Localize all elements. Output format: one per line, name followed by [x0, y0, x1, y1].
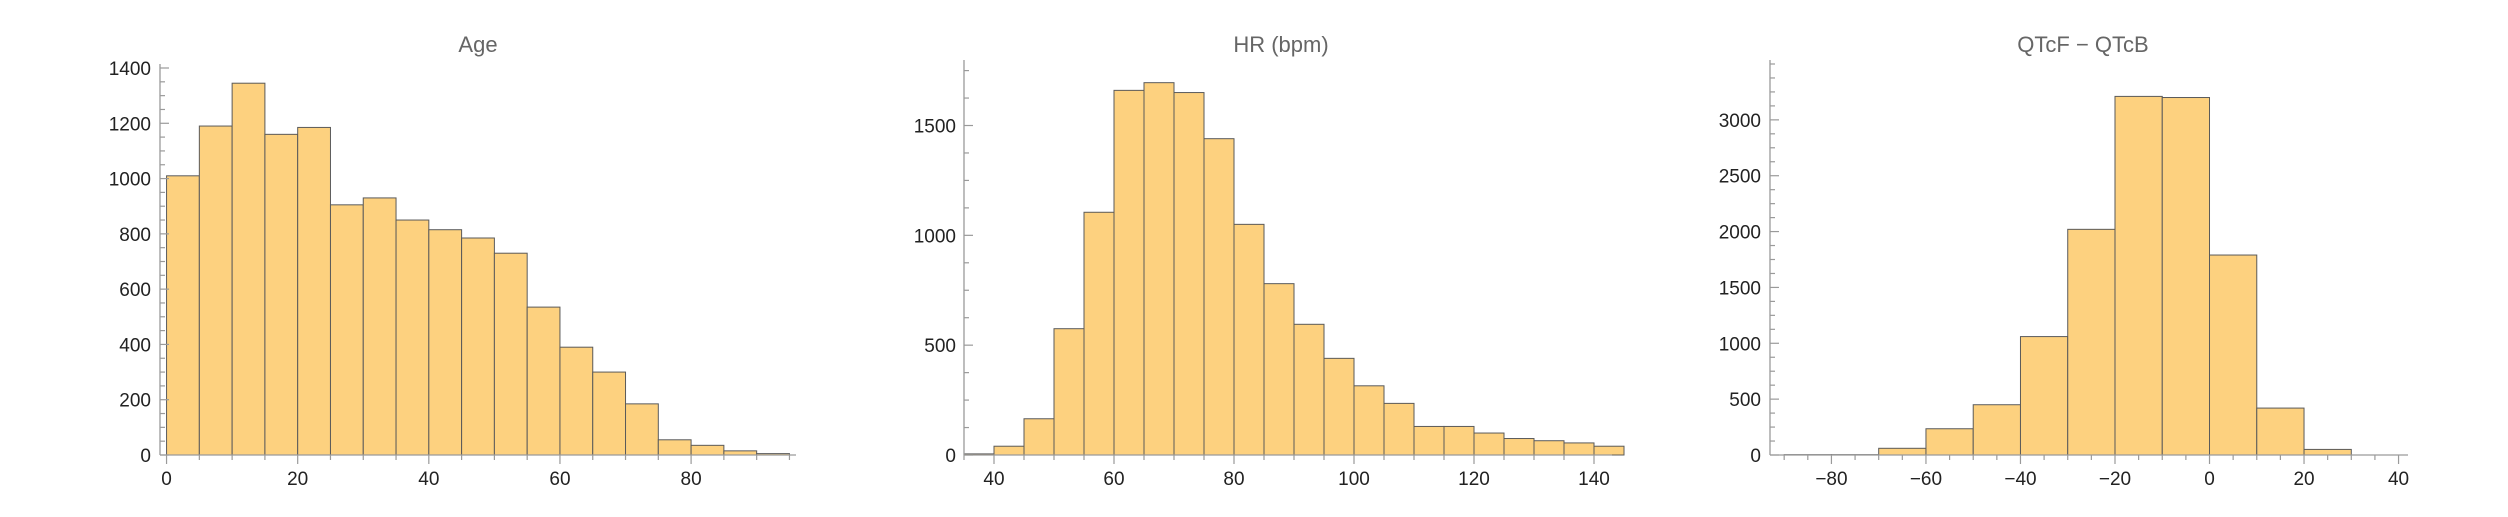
- hr-bar-3: [1054, 329, 1084, 455]
- qtc-diff-bar-4: [1973, 405, 2020, 455]
- qtc-diff-x-tick-label-3: −20: [2099, 469, 2131, 490]
- hr-bar-9: [1234, 224, 1264, 455]
- qtc-diff-y-tick-label-6: 3000: [1719, 111, 1761, 132]
- age-bar-13: [593, 372, 626, 455]
- age-bar-7: [396, 220, 429, 455]
- qtc-diff-y-tick-label-1: 500: [1729, 390, 1761, 411]
- hr-chart-title: HR (bpm): [1233, 32, 1328, 57]
- qtc-diff-histogram-panel: QTcF − QTcB −80 −60 −40 −20 0 20 40 0 500 1000 150…: [1719, 32, 2409, 490]
- age-bar-3: [265, 134, 298, 455]
- hr-bar-6: [1144, 83, 1174, 455]
- age-bar-11: [527, 307, 560, 455]
- age-bar-16: [691, 445, 724, 455]
- qtc-diff-bar-10: [2257, 408, 2304, 455]
- qtc-diff-x-tick-label-5: 20: [2293, 469, 2314, 490]
- age-x-tick-label-3: 60: [549, 469, 570, 490]
- qtc-diff-x-tick-label-1: −60: [1910, 469, 1942, 490]
- qtc-diff-bar-7: [2115, 96, 2162, 455]
- hr-y-tick-label-1: 500: [924, 336, 956, 357]
- hr-x-tick-label-0: 40: [983, 469, 1004, 490]
- age-y-tick-label-3: 600: [119, 280, 151, 301]
- hr-x-tick-label-4: 120: [1458, 469, 1490, 490]
- hr-bar-15: [1414, 426, 1444, 455]
- hr-bar-4: [1084, 212, 1114, 455]
- age-bar-6: [363, 198, 396, 455]
- qtc-diff-x-tick-label-4: 0: [2204, 469, 2215, 490]
- hr-bar-8: [1204, 139, 1234, 455]
- qtc-diff-x-tick-label-2: −40: [2004, 469, 2036, 490]
- hr-x-tick-label-2: 80: [1223, 469, 1244, 490]
- age-y-tick-label-5: 1000: [109, 170, 151, 191]
- age-bar-2: [232, 83, 265, 455]
- qtc-diff-y-tick-label-3: 1500: [1719, 278, 1761, 299]
- age-x-tick-label-1: 20: [287, 469, 308, 490]
- qtc-diff-bar-8: [2162, 98, 2209, 455]
- age-x-tick-label-4: 80: [681, 469, 702, 490]
- age-bar-9: [462, 238, 495, 455]
- qtc-diff-bar-11: [2304, 449, 2351, 455]
- hr-bar-16: [1444, 426, 1474, 455]
- hr-bar-20: [1564, 443, 1594, 455]
- age-bar-14: [626, 404, 659, 455]
- qtc-diff-bar-3: [1926, 429, 1973, 455]
- hr-y-tick-label-2: 1000: [914, 226, 956, 247]
- qtc-diff-y-tick-label-0: 0: [1750, 446, 1761, 467]
- hr-bar-14: [1384, 403, 1414, 455]
- hr-bar-1: [994, 446, 1024, 455]
- hr-bar-2: [1024, 419, 1054, 455]
- qtc-diff-bar-5: [2020, 337, 2067, 455]
- age-y-tick-label-1: 200: [119, 391, 151, 412]
- qtc-diff-x-tick-label-0: −80: [1815, 469, 1847, 490]
- hr-bar-10: [1264, 284, 1294, 455]
- qtc-diff-y-tick-label-5: 2500: [1719, 167, 1761, 188]
- qtc-diff-bar-2: [1879, 448, 1926, 455]
- hr-y-tick-label-3: 1500: [914, 117, 956, 138]
- hr-x-tick-label-1: 60: [1103, 469, 1124, 490]
- age-y-tick-label-6: 1200: [109, 114, 151, 135]
- hr-bar-11: [1294, 324, 1324, 455]
- hr-bar-13: [1354, 386, 1384, 455]
- age-bar-10: [494, 253, 527, 455]
- hr-bar-17: [1474, 433, 1504, 455]
- hr-bar-21: [1594, 446, 1624, 455]
- hr-bar-12: [1324, 358, 1354, 455]
- qtc-diff-bar-6: [2068, 229, 2115, 455]
- age-bar-12: [560, 347, 593, 455]
- qtc-diff-bar-9: [2210, 255, 2257, 455]
- qtc-diff-chart-title: QTcF − QTcB: [2017, 32, 2148, 57]
- qtc-diff-y-tick-label-2: 1000: [1719, 334, 1761, 355]
- hr-bar-7: [1174, 93, 1204, 455]
- age-y-tick-label-0: 0: [140, 446, 151, 467]
- hr-x-tick-label-5: 140: [1578, 469, 1610, 490]
- age-bar-4: [298, 127, 331, 455]
- age-x-tick-label-0: 0: [161, 469, 172, 490]
- age-bar-8: [429, 230, 462, 455]
- hr-bar-5: [1114, 90, 1144, 455]
- age-bar-5: [330, 205, 363, 455]
- qtc-diff-y-tick-label-4: 2000: [1719, 223, 1761, 244]
- age-y-tick-label-7: 1400: [109, 59, 151, 80]
- hr-x-tick-label-3: 100: [1338, 469, 1370, 490]
- age-chart-title: Age: [458, 32, 497, 57]
- age-y-tick-label-4: 800: [119, 225, 151, 246]
- hr-bar-18: [1504, 439, 1534, 455]
- qtc-diff-x-tick-label-6: 40: [2388, 469, 2409, 490]
- hr-bar-19: [1534, 441, 1564, 455]
- age-x-tick-label-2: 40: [418, 469, 439, 490]
- age-bar-15: [658, 440, 691, 455]
- hr-y-tick-label-0: 0: [945, 446, 956, 467]
- age-bar-1: [199, 126, 232, 455]
- hr-histogram-panel: HR (bpm) 40 60 80 100 120 140 0 500 1000 1500: [914, 32, 1624, 490]
- age-y-tick-label-2: 400: [119, 335, 151, 356]
- age-bar-0: [167, 176, 200, 455]
